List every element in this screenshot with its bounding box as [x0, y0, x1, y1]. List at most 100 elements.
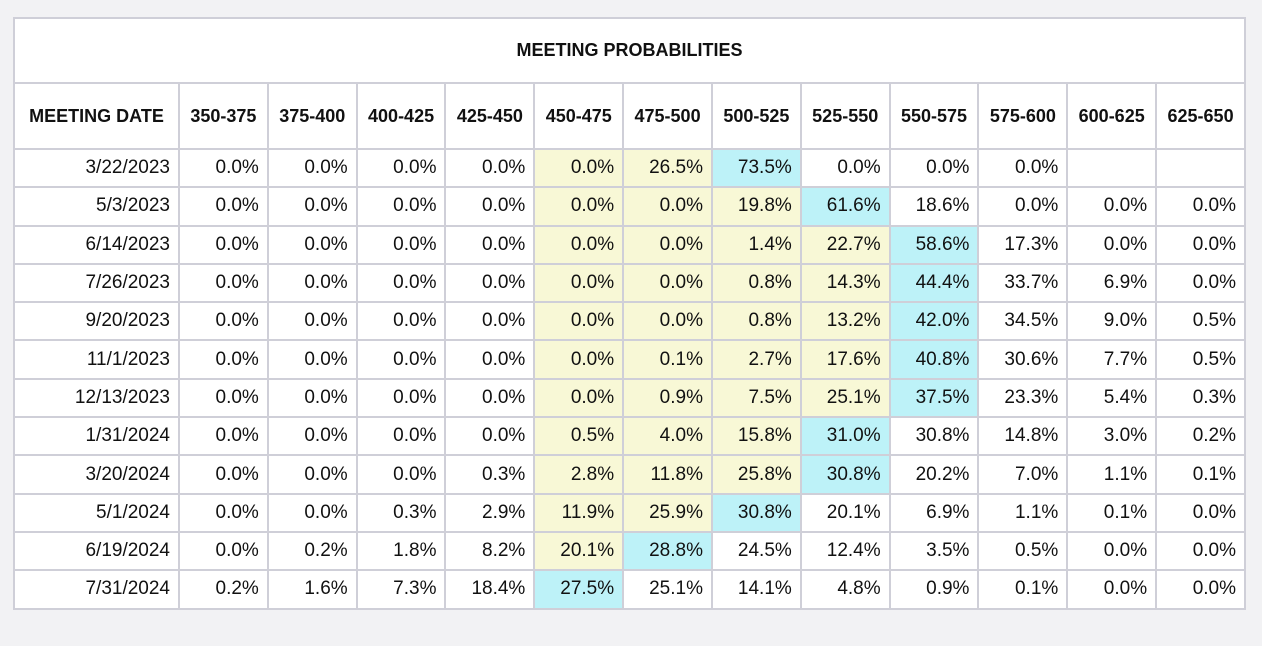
probability-cell: 37.5%: [888, 377, 980, 419]
probability-cell: 7.5%: [710, 377, 802, 419]
data-row: 3/20/2024 0.0% 0.0% 0.0% 0.3% 2.8% 11.8% 25.8% 3…: [13, 454, 1246, 495]
probability-cell: 0.5%: [977, 530, 1069, 572]
probability-cell: 0.2%: [178, 569, 269, 610]
probability-cell: 0.0%: [355, 186, 447, 227]
probability-cell: 0.0%: [977, 147, 1069, 189]
probability-cell: 0.3%: [1155, 377, 1246, 419]
probability-cell: 11.9%: [533, 492, 625, 533]
column-header: 450-475: [533, 82, 625, 150]
meeting-date: 5/1/2024: [13, 492, 180, 533]
data-row: 3/22/2023 0.0% 0.0% 0.0% 0.0% 0.0% 26.5% 73.5% 0…: [13, 147, 1246, 189]
probability-cell: 0.1%: [1066, 492, 1158, 533]
probability-cell: 0.0%: [1155, 569, 1246, 610]
probability-cell: 19.8%: [710, 186, 802, 227]
probability-cell: 0.0%: [1155, 262, 1246, 304]
meeting-date: 1/31/2024: [13, 416, 180, 457]
column-header: 550-575: [888, 82, 980, 150]
probability-cell: 30.8%: [799, 454, 891, 495]
probability-cell: 11.8%: [622, 454, 713, 495]
data-row: 5/1/2024 0.0% 0.0% 0.3% 2.9% 11.9% 25.9% 30.8% 2…: [13, 492, 1246, 533]
probability-cell: 20.1%: [799, 492, 891, 533]
probability-cell: 0.0%: [1066, 186, 1158, 227]
column-header: 350-375: [178, 82, 269, 150]
probability-cell: 28.8%: [622, 530, 713, 572]
meeting-date: 6/14/2023: [13, 224, 180, 265]
data-row: 9/20/2023 0.0% 0.0% 0.0% 0.0% 0.0% 0.0% 0.8% 13.…: [13, 301, 1246, 342]
probability-cell: 0.0%: [266, 186, 358, 227]
probability-cell: 0.0%: [533, 224, 625, 265]
column-header: 600-625: [1066, 82, 1158, 150]
meeting-date: 3/22/2023: [13, 147, 180, 189]
probability-cell: 0.0%: [178, 339, 269, 380]
probability-cell: 25.8%: [710, 454, 802, 495]
probability-cell: 0.0%: [444, 377, 536, 419]
meeting-date: 9/20/2023: [13, 301, 180, 342]
probability-cell: 0.2%: [266, 530, 358, 572]
column-header: 425-450: [444, 82, 536, 150]
probability-cell: 0.8%: [710, 301, 802, 342]
probability-cell: 0.1%: [1155, 454, 1246, 495]
probability-cell: 4.8%: [799, 569, 891, 610]
probability-cell: 44.4%: [888, 262, 980, 304]
probability-cell: 0.0%: [533, 377, 625, 419]
probability-cell: 0.0%: [355, 454, 447, 495]
probability-cell: 58.6%: [888, 224, 980, 265]
probability-cell: 9.0%: [1066, 301, 1158, 342]
table-title: MEETING PROBABILITIES: [13, 17, 1246, 84]
probability-cell: 0.0%: [444, 186, 536, 227]
probability-cell: 0.0%: [266, 377, 358, 419]
meeting-date: 5/3/2023: [13, 186, 180, 227]
probability-cell: 0.0%: [533, 301, 625, 342]
probability-cell: 0.9%: [622, 377, 713, 419]
data-row: 5/3/2023 0.0% 0.0% 0.0% 0.0% 0.0% 0.0% 19.8% 61.…: [13, 186, 1246, 227]
probability-cell: 1.1%: [1066, 454, 1158, 495]
probability-cell: 0.0%: [1066, 569, 1158, 610]
probability-cell: 23.3%: [977, 377, 1069, 419]
probability-cell: 20.2%: [888, 454, 980, 495]
table-panel: MEETING PROBABILITIES MEETING DATE 350-375…: [13, 17, 1246, 610]
probability-cell: 30.8%: [710, 492, 802, 533]
column-header: MEETING DATE: [13, 82, 180, 150]
data-row: 6/19/2024 0.0% 0.2% 1.8% 8.2% 20.1% 28.8% 24.5%…: [13, 530, 1246, 572]
probability-cell: 17.6%: [799, 339, 891, 380]
probability-cell: 0.0%: [266, 147, 358, 189]
probability-cell: 30.8%: [888, 416, 980, 457]
probability-cell: 0.0%: [888, 147, 980, 189]
probability-cell: 0.3%: [355, 492, 447, 533]
probability-cell: 40.8%: [888, 339, 980, 380]
probability-cell: 7.7%: [1066, 339, 1158, 380]
probability-cell: 0.0%: [622, 186, 713, 227]
probability-cell: 14.3%: [799, 262, 891, 304]
probability-cell: 0.5%: [533, 416, 625, 457]
probability-cell: 0.0%: [533, 186, 625, 227]
probability-cell: 0.0%: [178, 377, 269, 419]
probability-cell: 33.7%: [977, 262, 1069, 304]
probability-cell: 1.6%: [266, 569, 358, 610]
probability-cell: 0.0%: [444, 339, 536, 380]
probability-cell: 0.1%: [977, 569, 1069, 610]
column-header: 500-525: [710, 82, 802, 150]
meeting-date: 6/19/2024: [13, 530, 180, 572]
probability-cell: 61.6%: [799, 186, 891, 227]
probability-cell: 1.8%: [355, 530, 447, 572]
probability-cell: 0.0%: [178, 454, 269, 495]
probability-cell: 0.0%: [266, 454, 358, 495]
probability-cell: 0.0%: [622, 262, 713, 304]
column-header: 575-600: [977, 82, 1069, 150]
probability-cell: 6.9%: [888, 492, 980, 533]
probability-cell: 0.0%: [799, 147, 891, 189]
header-row: MEETING DATE 350-375 375-400 400-425 425-450…: [13, 82, 1246, 150]
probability-cell: 2.8%: [533, 454, 625, 495]
probability-cell: 0.0%: [1155, 492, 1246, 533]
probability-cell: 0.5%: [1155, 301, 1246, 342]
probability-cell: 34.5%: [977, 301, 1069, 342]
data-row: 7/26/2023 0.0% 0.0% 0.0% 0.0% 0.0% 0.0% 0.8% 14.…: [13, 262, 1246, 304]
probability-cell: 0.0%: [355, 224, 447, 265]
probability-table: MEETING PROBABILITIES MEETING DATE 350-375…: [13, 17, 1246, 610]
probability-cell: 0.0%: [266, 224, 358, 265]
title-row: MEETING PROBABILITIES: [13, 17, 1246, 84]
probability-cell: 31.0%: [799, 416, 891, 457]
probability-cell: 18.4%: [444, 569, 536, 610]
probability-cell: 1.1%: [977, 492, 1069, 533]
